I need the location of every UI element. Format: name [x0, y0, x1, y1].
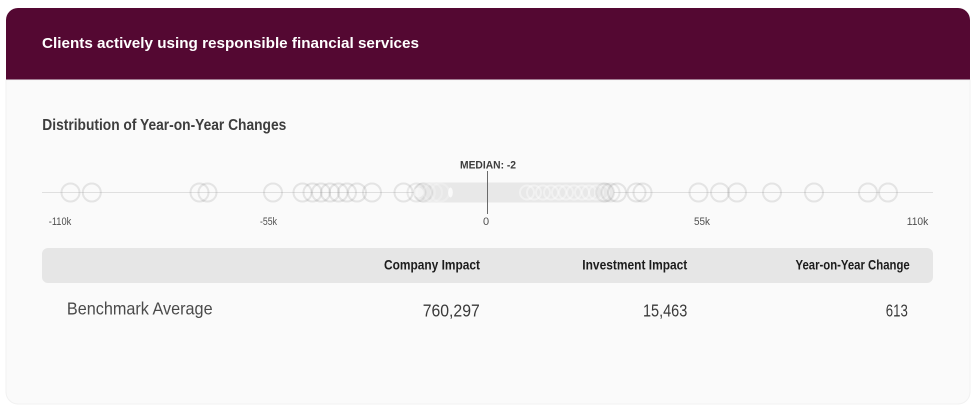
svg-text:Year-on-Year Change: Year-on-Year Change — [796, 257, 911, 272]
svg-text:0: 0 — [483, 216, 489, 228]
svg-text:613: 613 — [886, 301, 908, 321]
svg-text:Company Impact: Company Impact — [384, 257, 480, 272]
svg-text:55k: 55k — [694, 216, 710, 228]
svg-text:Clients actively using respons: Clients actively using responsible finan… — [42, 35, 419, 52]
svg-text:Benchmark Average: Benchmark Average — [67, 298, 213, 318]
svg-text:-110k: -110k — [49, 216, 72, 228]
svg-text:110k: 110k — [907, 216, 929, 228]
svg-text:15,463: 15,463 — [643, 301, 687, 321]
svg-text:MEDIAN: -2: MEDIAN: -2 — [460, 159, 516, 171]
svg-text:Distribution of Year-on-Year C: Distribution of Year-on-Year Changes — [42, 117, 286, 134]
svg-text:Investment Impact: Investment Impact — [582, 257, 687, 272]
svg-text:760,297: 760,297 — [423, 301, 480, 321]
svg-text:-55k: -55k — [260, 216, 277, 228]
